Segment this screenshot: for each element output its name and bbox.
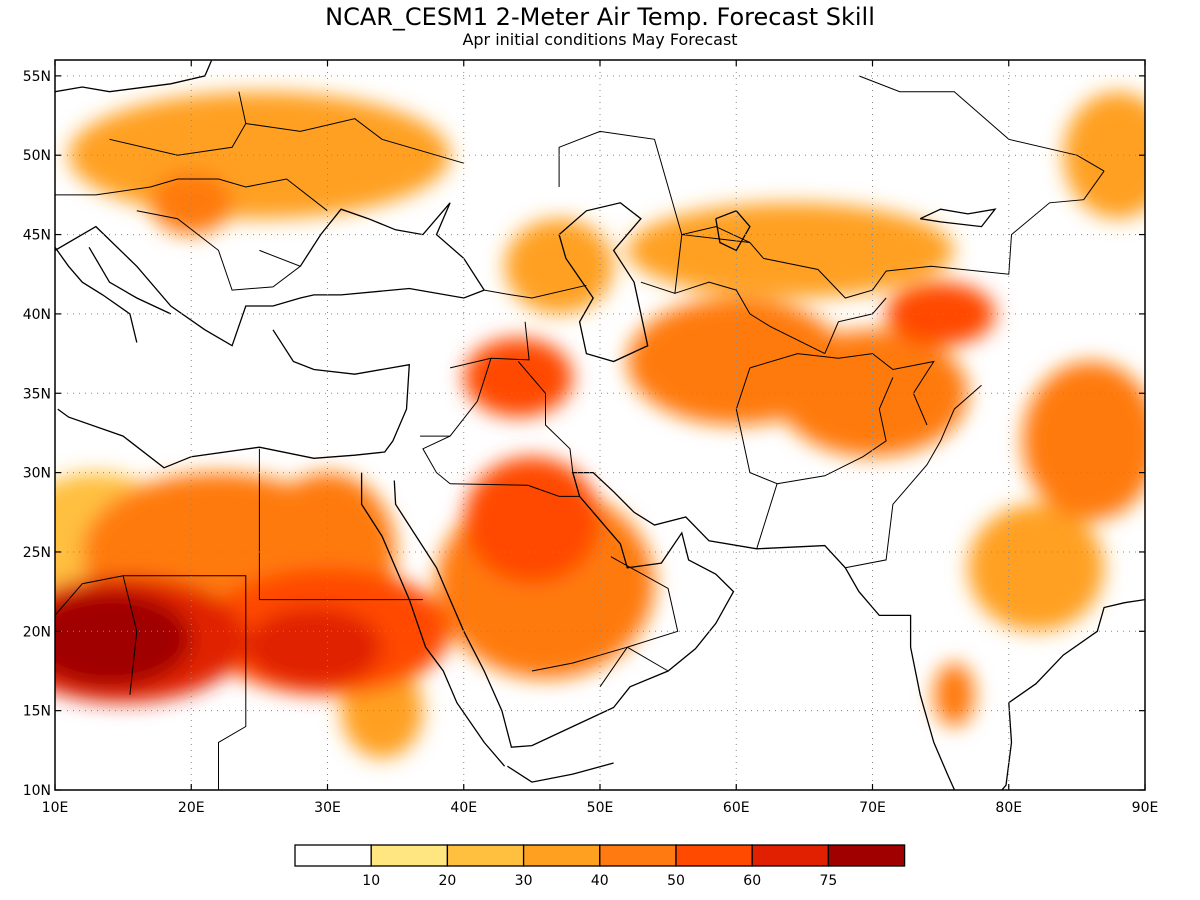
x-tick-label: 30E [314,800,341,816]
y-tick-label: 15N [23,704,51,720]
skill-blob [777,329,968,457]
plot-area [54,59,1146,791]
country-border [245,118,464,164]
chart-subtitle: Apr initial conditions May Forecast [462,30,737,49]
coastline [1001,598,1145,790]
country-border [122,575,138,695]
coastline [57,329,411,469]
legend-swatch [446,844,525,867]
legend-label: 30 [515,873,533,889]
skill-blob [967,504,1105,632]
y-tick-label: 30N [23,466,51,482]
x-tick-label: 70E [859,800,886,816]
country-border [627,646,669,672]
coastline [360,472,506,767]
legend-swatch [827,844,906,867]
country-border [450,483,580,497]
skill-blob [1063,91,1145,219]
y-tick-label: 25N [23,545,51,561]
country-border [640,170,1105,299]
skill-blob [150,171,233,235]
country-border [674,281,826,355]
y-tick-label: 50N [23,148,51,164]
country-border [558,130,750,243]
coastline [55,246,138,343]
legend-label: 50 [667,873,685,889]
country-border [845,384,982,569]
skill-blob [933,663,975,727]
country-border [136,210,302,291]
skill-blob [1022,361,1145,521]
country-border [824,297,887,354]
x-axis: 10E 20E 30E 40E 50E 60E 70E 80E 90E [42,60,1159,816]
legend-label: 60 [743,873,761,889]
x-tick-label: 60E [723,800,750,816]
y-tick-label: 35N [23,386,51,402]
legend-label: 40 [591,873,609,889]
coastline [55,60,213,93]
y-tick-label: 20N [23,624,51,640]
chart-title: NCAR_CESM1 2-Meter Air Temp. Forecast Sk… [325,3,875,31]
country-border [531,646,628,672]
y-axis: 10N 15N 20N 25N 30N 35N 40N 45N 50N 55N [23,69,1145,799]
legend-swatch [751,844,830,867]
coastline [299,202,485,291]
legend-label: 20 [438,873,456,889]
country-border [422,358,492,485]
country-border [599,556,679,688]
skill-blob [245,607,382,687]
country-border [484,284,587,299]
country-border [735,367,778,549]
skill-blob [627,202,955,299]
country-border [749,353,935,426]
country-border [858,75,1105,172]
country-border [449,321,530,369]
coastline [393,471,956,790]
y-tick-label: 40N [23,307,51,323]
coastline [88,246,172,315]
skill-blob [886,282,996,346]
coastline [919,208,997,228]
y-tick-label: 55N [23,69,51,85]
x-tick-label: 50E [587,800,614,816]
coastline [558,202,649,363]
legend-swatch [675,844,753,867]
skill-blob [504,218,614,314]
legend-swatch [599,844,677,867]
coastline [507,762,614,783]
legend-swatch [370,844,449,867]
legend-swatch [294,844,372,867]
country-border [777,377,894,485]
coastlines-and-borders [55,60,1145,790]
x-tick-label: 40E [450,800,477,816]
y-tick-label: 45N [23,228,51,244]
legend-swatch [522,844,601,867]
country-border [109,91,247,156]
x-tick-label: 80E [995,800,1022,816]
skill-blob [463,337,573,418]
legend-label: 10 [362,873,380,889]
legend-label: 75 [819,873,837,889]
color-legend: 10 20 30 40 50 60 75 [294,844,906,889]
x-tick-label: 10E [42,800,69,816]
y-tick-label: 10N [23,783,51,799]
country-border [517,361,574,473]
country-border [55,178,328,212]
skill-blob [463,456,600,584]
country-border [218,631,247,790]
x-tick-label: 90E [1132,800,1159,816]
coastline [55,225,485,347]
skill-blob [55,591,192,687]
x-tick-label: 20E [178,800,205,816]
